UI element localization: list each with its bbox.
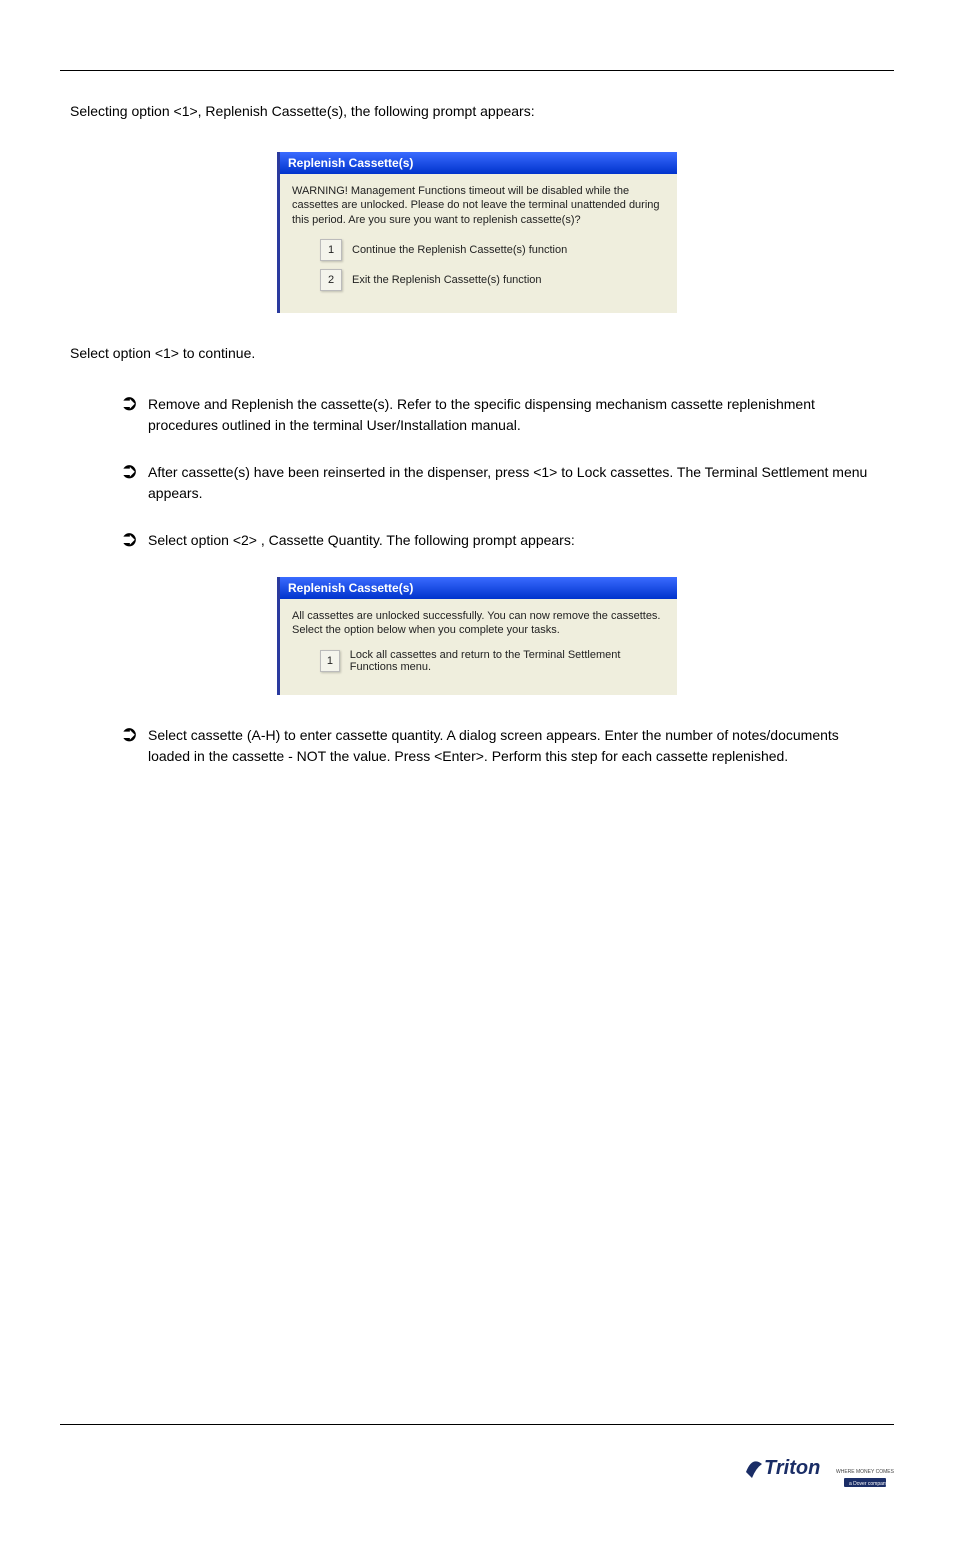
dialog-button-2[interactable]: 2 xyxy=(320,269,342,291)
arrow-icon: ➲ xyxy=(120,528,148,550)
dialog-option-label: Continue the Replenish Cassette(s) funct… xyxy=(352,244,567,256)
bullet-text: Remove and Replenish the cassette(s). Re… xyxy=(148,394,884,436)
bullet-list-1: ➲ Remove and Replenish the cassette(s). … xyxy=(120,394,884,551)
bullet-list-2: ➲ Select cassette (A-H) to enter cassett… xyxy=(120,725,884,767)
dialog-button-1[interactable]: 1 xyxy=(320,650,340,672)
dialog-body: All cassettes are unlocked successfully.… xyxy=(280,599,677,696)
footer-logo: Triton WHERE MONEY COMES FROM.™ a Dover … xyxy=(744,1450,894,1490)
logo-brand-text: Triton xyxy=(764,1457,820,1479)
dialog-title: Replenish Cassette(s) xyxy=(280,577,677,599)
intro-text: Selecting option <1>, Replenish Cassette… xyxy=(70,101,884,122)
dialog-option-1: 1 Lock all cassettes and return to the T… xyxy=(320,649,665,673)
dialog-option-label: Lock all cassettes and return to the Ter… xyxy=(350,649,665,673)
logo-subtext: a Dover company xyxy=(849,1481,889,1487)
bullet-item: ➲ Select cassette (A-H) to enter cassett… xyxy=(120,725,884,767)
after-dialog-text: Select option <1> to continue. xyxy=(70,343,884,364)
dialog-message: WARNING! Management Functions timeout wi… xyxy=(292,184,665,227)
bullet-text: Select option <2> , Cassette Quantity. T… xyxy=(148,530,884,551)
bullet-text: After cassette(s) have been reinserted i… xyxy=(148,462,884,504)
bullet-text: Select cassette (A-H) to enter cassette … xyxy=(148,725,884,767)
logo-tagline-text: WHERE MONEY COMES FROM.™ xyxy=(836,1469,894,1475)
triton-logo-icon: Triton WHERE MONEY COMES FROM.™ a Dover … xyxy=(744,1450,894,1490)
dialog-replenish-unlocked: Replenish Cassette(s) All cassettes are … xyxy=(277,577,677,696)
arrow-icon: ➲ xyxy=(120,392,148,414)
bullet-item: ➲ After cassette(s) have been reinserted… xyxy=(120,462,884,504)
dialog-option-1: 1 Continue the Replenish Cassette(s) fun… xyxy=(320,239,665,261)
bullet-item: ➲ Remove and Replenish the cassette(s). … xyxy=(120,394,884,436)
bottom-rule xyxy=(60,1424,894,1425)
dialog-option-label: Exit the Replenish Cassette(s) function xyxy=(352,274,542,286)
dialog-title: Replenish Cassette(s) xyxy=(280,152,677,174)
arrow-icon: ➲ xyxy=(120,723,148,745)
page-content: Selecting option <1>, Replenish Cassette… xyxy=(0,71,954,767)
dialog-option-2: 2 Exit the Replenish Cassette(s) functio… xyxy=(320,269,665,291)
bullet-item: ➲ Select option <2> , Cassette Quantity.… xyxy=(120,530,884,551)
arrow-icon: ➲ xyxy=(120,460,148,482)
dialog-button-1[interactable]: 1 xyxy=(320,239,342,261)
dialog-message: All cassettes are unlocked successfully.… xyxy=(292,609,665,638)
dialog-replenish-warning: Replenish Cassette(s) WARNING! Managemen… xyxy=(277,152,677,313)
dialog-body: WARNING! Management Functions timeout wi… xyxy=(280,174,677,313)
